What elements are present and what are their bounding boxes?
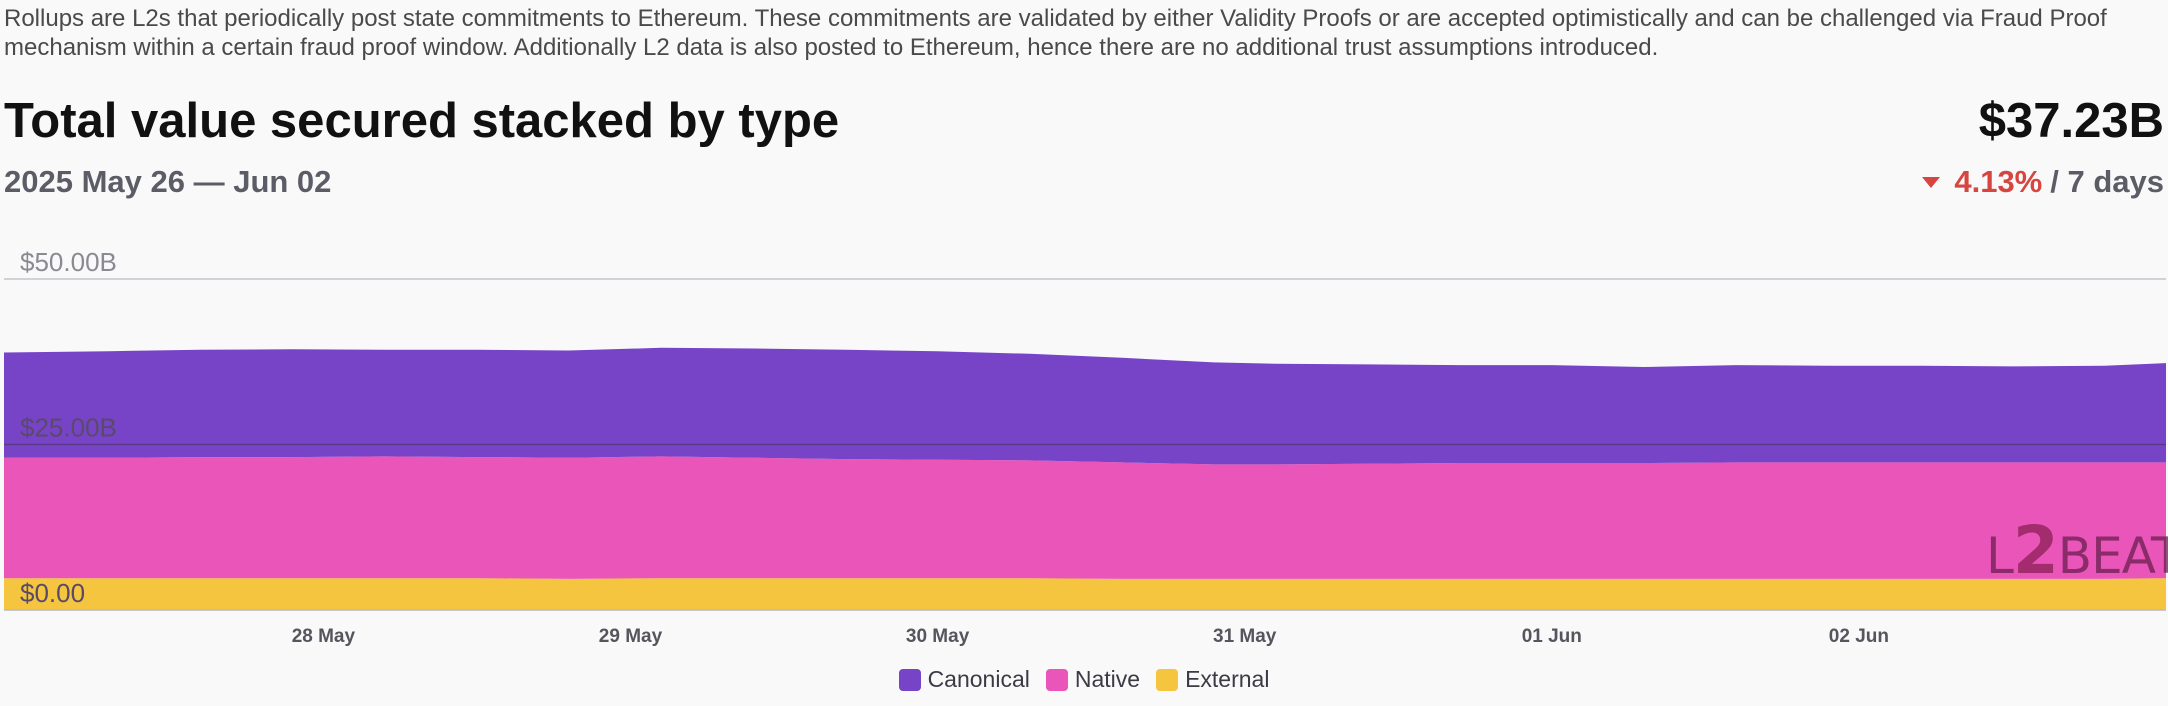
total-value: $37.23B bbox=[1978, 94, 2164, 148]
y-tick-label: $25.00B bbox=[20, 413, 117, 443]
change-indicator: 4.13% / 7 days bbox=[1922, 164, 2164, 200]
change-period: / 7 days bbox=[2050, 164, 2164, 199]
x-tick-label: 02 Jun bbox=[1829, 626, 1889, 647]
legend-item-canonical[interactable]: Canonical bbox=[898, 666, 1030, 693]
x-tick-label: 30 May bbox=[906, 626, 970, 647]
legend-item-native[interactable]: Native bbox=[1045, 666, 1141, 693]
x-tick-label: 31 May bbox=[1213, 626, 1277, 647]
change-percent-value: 4.13% bbox=[1954, 164, 2043, 199]
legend-swatch-external bbox=[1156, 668, 1179, 691]
legend-label-native: Native bbox=[1074, 666, 1141, 692]
x-tick-label: 29 May bbox=[599, 626, 663, 647]
x-tick-label: 01 Jun bbox=[1522, 626, 1582, 647]
grid-lines bbox=[4, 278, 2166, 611]
series-areas bbox=[4, 347, 2166, 610]
caret-down-icon bbox=[1922, 176, 1941, 188]
area-series-external[interactable] bbox=[4, 578, 2166, 610]
y-tick-label: $0.00 bbox=[20, 578, 85, 608]
chart-legend: Canonical Native External bbox=[0, 666, 2168, 693]
legend-item-external[interactable]: External bbox=[1156, 666, 1269, 693]
legend-label-external: External bbox=[1185, 666, 1270, 692]
l2beat-watermark-logo: L2BEAT bbox=[1986, 512, 2168, 589]
y-axis-labels: $0.00 $25.00B $50.00B bbox=[20, 247, 117, 608]
legend-label-canonical: Canonical bbox=[927, 666, 1030, 692]
legend-swatch-canonical bbox=[898, 668, 921, 691]
x-axis-labels: 28 May 29 May 30 May 31 May 01 Jun 02 Jun bbox=[292, 626, 1889, 647]
chart-title: Total value secured stacked by type bbox=[4, 94, 840, 148]
x-tick-label: 28 May bbox=[292, 626, 356, 647]
change-percent: 4.13% bbox=[1922, 164, 2042, 200]
area-series-native[interactable] bbox=[4, 456, 2166, 579]
legend-swatch-native bbox=[1045, 668, 1068, 691]
date-range: 2025 May 26 — Jun 02 bbox=[4, 164, 332, 199]
stacked-area-chart[interactable]: $0.00 $25.00B $50.00B 28 May 29 May 30 May 31… bbox=[0, 230, 2168, 655]
description-text: Rollups are L2s that periodically post s… bbox=[4, 5, 2107, 61]
area-series-canonical[interactable] bbox=[4, 347, 2166, 465]
y-tick-label: $50.00B bbox=[20, 247, 117, 277]
